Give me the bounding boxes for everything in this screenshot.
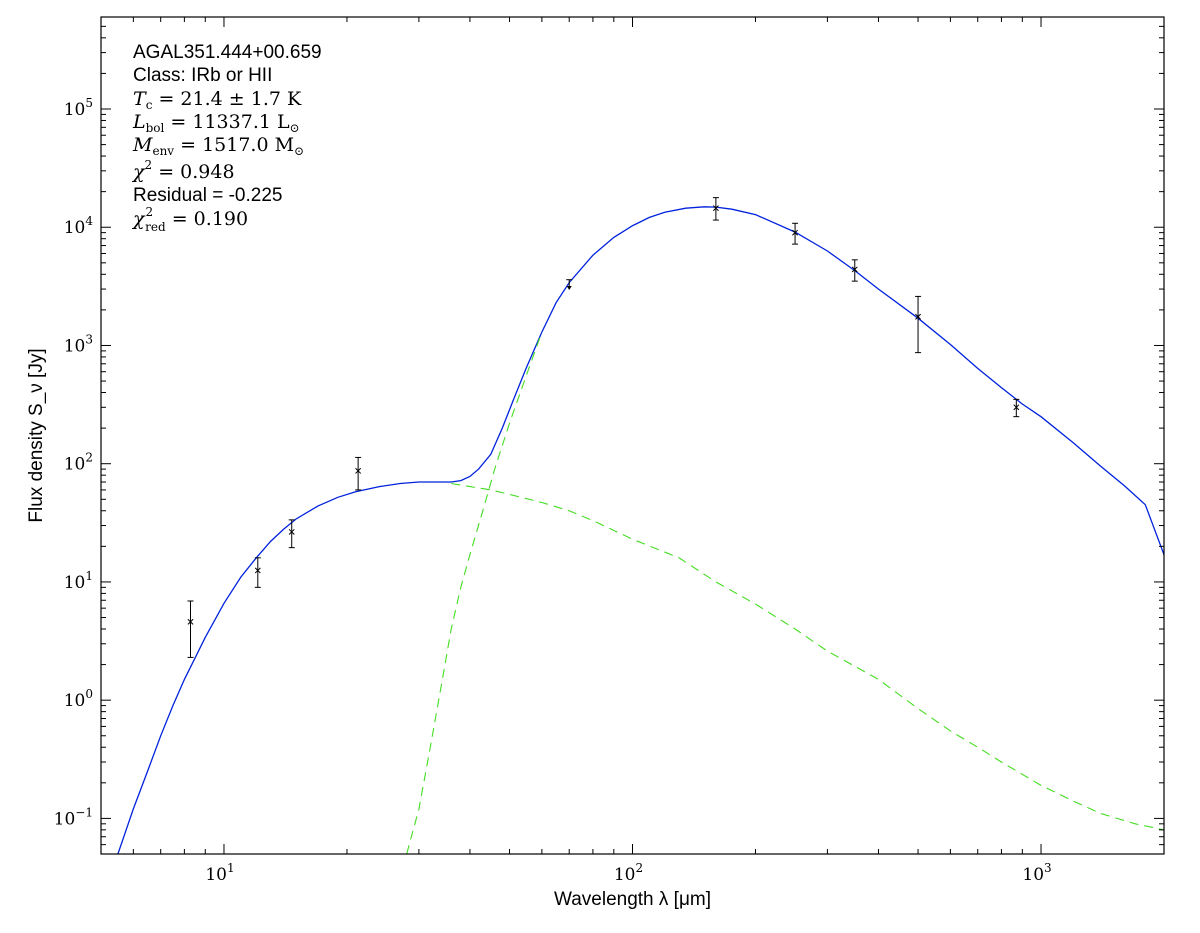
y-tick-label: 101 [64, 569, 93, 593]
axis-ticks: 101 102 103 10−1 100 101 102 103 104 105 [54, 16, 1165, 885]
data-point-0 [187, 618, 194, 625]
upper-limit-arrow-4 [566, 286, 572, 291]
x-axis-label: Wavelength λ [μm] [554, 889, 711, 910]
y-tick-label: 10−1 [54, 805, 93, 829]
envelope-mass: Menv = 1517.0 M⊙ [132, 134, 304, 158]
x-tick-label: 103 [1022, 861, 1051, 885]
data-point-8 [915, 313, 921, 320]
data-point-2 [288, 528, 295, 535]
x-tick-label: 102 [614, 861, 643, 885]
fit-annotations: AGAL351.444+00.659 Class: IRb or HII Tc … [131, 42, 322, 234]
y-tick-label: 104 [64, 214, 94, 238]
model-line-total-model [117, 206, 1164, 854]
plot-frame [100, 16, 1165, 855]
data-point-6 [792, 229, 799, 236]
plot-marks [117, 197, 1164, 854]
data-point-9 [1013, 404, 1020, 411]
data-point-1 [254, 567, 261, 574]
source-name: AGAL351.444+00.659 [133, 42, 322, 63]
model-line-warm-component [451, 482, 1164, 831]
y-tick-label: 100 [64, 687, 93, 711]
reduced-chi-squared: χ2 red = 0.190 [131, 205, 248, 234]
y-tick-label: 105 [64, 96, 93, 120]
y-axis-label: Flux density S_ν [Jy] [26, 348, 47, 522]
y-tick-label: 103 [64, 332, 93, 356]
data-point-3 [355, 467, 362, 474]
source-class: Class: IRb or HII [133, 65, 272, 86]
y-tick-label: 102 [64, 451, 93, 475]
x-tick-label: 101 [205, 861, 234, 885]
bolometric-luminosity: Lbol = 11337.1 L⊙ [132, 111, 300, 135]
model-line-cold-component [406, 331, 543, 854]
cold-temperature: Tc = 21.4 ± 1.7 K [133, 88, 302, 112]
chi-squared: χ2 = 0.948 [131, 158, 235, 183]
data-point-5 [712, 205, 719, 212]
data-point-7 [851, 266, 858, 273]
residual: Residual = -0.225 [133, 185, 282, 206]
